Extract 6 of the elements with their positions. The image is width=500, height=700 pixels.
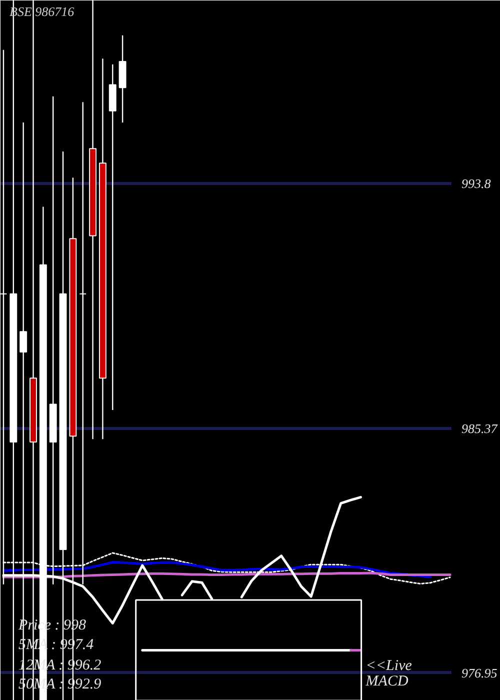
candlestick (108, 64, 116, 411)
y-tick-label: 985.37 (462, 420, 498, 436)
annotation: MACD (364, 674, 408, 690)
y-tick-label: 976.95 (462, 665, 498, 680)
annotation: <<Live (366, 658, 412, 674)
y-tick-label: 993.8 (462, 176, 492, 191)
